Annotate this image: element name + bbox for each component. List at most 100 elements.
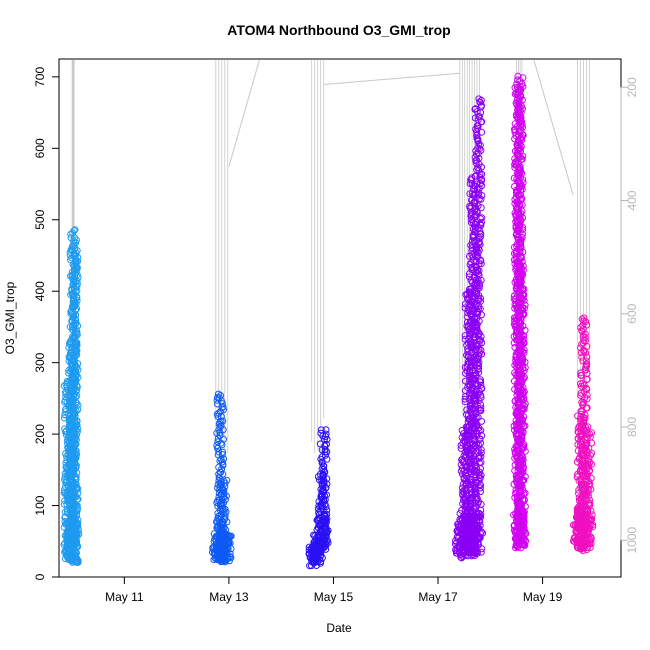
data-point	[473, 510, 481, 517]
data-point	[213, 429, 221, 437]
data-point	[519, 74, 527, 82]
data-point	[580, 525, 588, 533]
data-point	[475, 512, 483, 520]
data-point	[478, 214, 486, 222]
data-point	[472, 489, 480, 497]
data-point	[519, 460, 527, 468]
data-point	[226, 539, 234, 547]
data-point	[518, 537, 526, 545]
data-point	[519, 262, 527, 270]
data-point	[586, 540, 594, 548]
data-point	[466, 401, 474, 409]
data-point	[515, 368, 523, 376]
data-point	[520, 335, 528, 343]
data-point	[321, 446, 329, 453]
data-point	[521, 301, 529, 309]
data-point	[515, 169, 523, 177]
data-point	[473, 440, 480, 448]
data-point	[73, 533, 81, 540]
data-point	[511, 183, 518, 190]
data-point	[469, 232, 477, 240]
data-point	[476, 376, 484, 384]
data-point	[583, 353, 591, 361]
y2-tick-label: 600	[625, 303, 639, 323]
data-point	[475, 95, 483, 103]
data-point	[214, 438, 222, 446]
data-point	[72, 315, 80, 323]
data-point	[518, 234, 526, 242]
data-point	[67, 234, 75, 242]
chart-title: ATOM4 Northbound O3_GMI_trop	[227, 22, 450, 38]
data-point	[586, 459, 594, 466]
data-point	[470, 517, 478, 524]
data-point	[518, 195, 526, 203]
data-point	[476, 534, 484, 542]
data-point	[323, 529, 331, 537]
y2-axis: 200 400 600 800 1000	[620, 77, 639, 554]
data-point	[466, 289, 474, 297]
data-point	[586, 544, 594, 551]
data-point	[518, 182, 526, 190]
data-point	[320, 543, 328, 551]
data-point	[74, 525, 82, 533]
data-point	[222, 556, 230, 564]
data-point	[73, 428, 81, 436]
data-point	[473, 134, 481, 142]
data-point	[321, 442, 329, 450]
data-point	[514, 187, 522, 195]
data-point	[227, 532, 235, 540]
data-point	[474, 244, 482, 252]
data-point	[588, 449, 596, 457]
data-point	[518, 258, 526, 266]
data-point	[70, 227, 78, 235]
data-point	[586, 433, 594, 441]
data-point	[476, 534, 484, 542]
data-point	[68, 245, 76, 252]
data-point	[588, 511, 596, 519]
data-point	[477, 404, 485, 412]
data-point	[323, 491, 330, 499]
data-point	[577, 380, 584, 388]
data-point	[471, 410, 479, 418]
data-point	[513, 198, 521, 206]
data-point	[70, 319, 78, 327]
data-point	[477, 439, 485, 447]
y-tick-label: 600	[33, 138, 47, 158]
data-point	[477, 391, 485, 399]
data-point	[478, 101, 485, 109]
y-tick-label: 400	[33, 281, 47, 301]
data-point	[516, 289, 524, 296]
x-tick-label: May 19	[523, 590, 563, 604]
data-point	[219, 543, 227, 551]
x-tick-label: May 13	[209, 590, 249, 604]
y2-tick-label: 800	[625, 417, 639, 437]
y-axis: 0 100 200 300 400 500 600 700	[33, 67, 60, 580]
data-point	[516, 117, 524, 125]
data-points-layer	[60, 72, 597, 570]
data-point	[472, 433, 480, 441]
data-point	[578, 456, 586, 464]
data-point	[578, 408, 586, 416]
data-point	[515, 515, 523, 523]
data-point	[458, 426, 466, 434]
data-point	[219, 448, 227, 456]
data-point	[471, 225, 479, 233]
data-point	[74, 489, 82, 497]
data-point	[213, 442, 221, 449]
data-point	[520, 285, 528, 293]
data-point	[464, 348, 472, 356]
data-point	[515, 473, 523, 481]
x-axis: May 11 May 13 May 15 May 17 May 19	[105, 576, 563, 604]
data-point	[468, 174, 476, 182]
data-point	[471, 318, 479, 326]
data-point	[579, 357, 587, 365]
data-point	[577, 389, 585, 397]
data-point	[516, 381, 524, 389]
data-point	[521, 326, 529, 334]
data-point	[586, 496, 594, 504]
data-point	[581, 503, 589, 511]
plot-frame	[58, 58, 622, 578]
data-point	[478, 545, 486, 553]
data-point	[476, 170, 484, 178]
data-point	[476, 215, 484, 223]
